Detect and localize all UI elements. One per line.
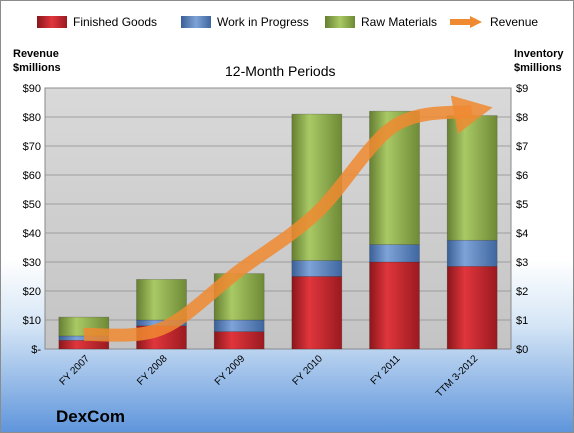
right-tick-label: $4	[516, 228, 528, 240]
bar-work-in-progress-fy-2009	[213, 319, 265, 332]
right-tick-label: $9	[516, 83, 528, 95]
left-tick-label: $90	[23, 83, 41, 95]
right-tick-label: $1	[516, 315, 528, 327]
x-tick-label-fy-2011: FY 2011	[369, 353, 403, 387]
right-tick-label: $5	[516, 199, 528, 211]
right-tick-label: $6	[516, 170, 528, 182]
legend-swatch-raw-materials	[325, 16, 355, 28]
bar-work-in-progress-fy-2010	[291, 260, 343, 277]
legend-item-raw-materials: Raw Materials	[325, 15, 437, 29]
gridlines	[45, 87, 511, 321]
bar-work-in-progress-ttm-3-2012	[446, 239, 498, 267]
right-tick-label: $3	[516, 257, 528, 269]
left-tick-label: $80	[23, 112, 41, 124]
left-tick-label: $20	[23, 286, 41, 298]
legend-label-revenue: Revenue	[490, 15, 539, 29]
right-tick-label: $2	[516, 286, 528, 298]
legend-item-work-in-progress: Work in Progress	[181, 15, 309, 29]
company-name: DexCom	[56, 407, 125, 426]
x-tick-label-ttm-3-2012: TTM 3-2012	[434, 353, 481, 400]
legend-swatch-work-in-progress	[181, 16, 211, 28]
plot-title: 12-Month Periods	[225, 63, 336, 79]
right-tick-label: $7	[516, 141, 528, 153]
bar-raw-materials-ttm-3-2012	[446, 115, 498, 241]
bar-finished-goods-ttm-3-2012	[446, 266, 498, 350]
bar-finished-goods-fy-2009	[213, 331, 265, 350]
left-axis-title: Revenue $millions	[13, 47, 61, 75]
x-tick-label-fy-2008: FY 2008	[135, 353, 170, 388]
left-tick-label: $-	[31, 344, 41, 356]
revenue-line	[83, 95, 493, 342]
bar-finished-goods-fy-2011	[369, 261, 420, 350]
left-tick-label: $50	[23, 199, 41, 211]
x-tick-label-fy-2010: FY 2010	[291, 353, 326, 388]
legend-swatch-finished-goods	[37, 16, 67, 28]
left-axis-title-line1: Revenue	[13, 48, 59, 60]
legend-label-finished-goods: Finished Goods	[73, 15, 158, 29]
left-tick-label: $40	[23, 228, 41, 240]
legend-label-work-in-progress: Work in Progress	[217, 15, 309, 29]
right-axis-title: Inventory $millions	[514, 47, 564, 75]
legend-item-revenue: Revenue	[448, 15, 538, 29]
left-tick-label: $10	[23, 315, 41, 327]
x-tick-label-fy-2009: FY 2009	[213, 353, 248, 388]
left-tick-label: $60	[23, 170, 41, 182]
legend-label-raw-materials: Raw Materials	[361, 15, 438, 29]
right-axis-title-line1: Inventory	[514, 48, 564, 60]
left-axis-title-line2: $millions	[13, 62, 61, 74]
right-tick-label: $8	[516, 112, 528, 124]
bar-finished-goods-fy-2007	[58, 339, 110, 350]
bar-finished-goods-fy-2010	[291, 276, 343, 350]
x-tick-label-fy-2007: FY 2007	[58, 353, 93, 388]
left-tick-label: $70	[23, 141, 41, 153]
bar-work-in-progress-fy-2011	[369, 244, 420, 263]
right-tick-label: $0	[516, 344, 528, 356]
right-axis-title-line2: $millions	[514, 62, 562, 74]
plot-area	[44, 87, 512, 350]
legend-arrow-icon	[450, 16, 482, 28]
revenue-line-group	[83, 95, 493, 342]
legend-item-finished-goods: Finished Goods	[37, 15, 157, 29]
left-tick-label: $30	[23, 257, 41, 269]
